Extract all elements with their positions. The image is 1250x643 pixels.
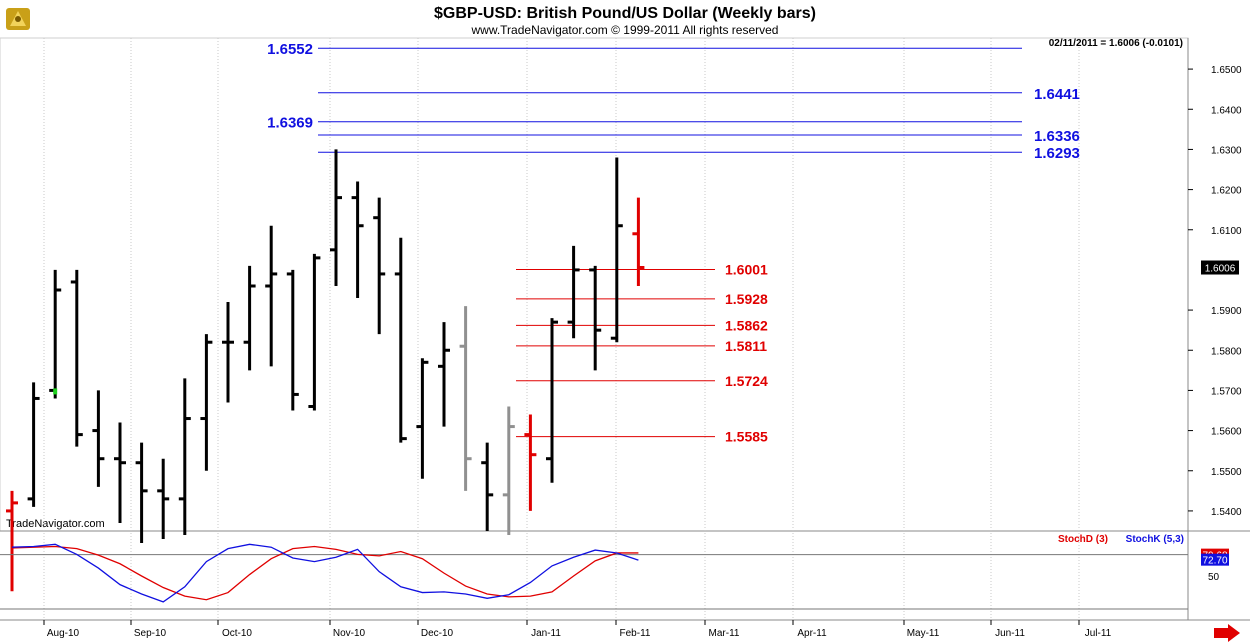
ohlc-bar [157,458,170,540]
y-tick-label: 1.6200 [1211,186,1242,197]
scroll-right-arrow-icon[interactable] [1214,624,1240,642]
ohlc-bar [351,181,364,299]
ohlc-bar [502,406,515,536]
ohlc-bar [308,253,321,411]
ohlc-bar [200,334,213,471]
signal-marker [53,388,58,395]
stochastic-panel: 5079.6872.70 [0,543,1229,610]
stoch-tick-label: 50 [1208,572,1220,583]
ohlc-bar [459,306,472,491]
last-price-label: 1.6006 [1205,264,1236,275]
x-tick-label: May-11 [907,628,940,639]
stochk-line [11,543,639,603]
ohlc-bar [610,157,623,343]
ohlc-bar [27,382,40,507]
y-tick-label: 1.5700 [1211,386,1242,397]
stochd-legend: StochD (3) [1058,534,1108,545]
copyright-text: www.TradeNavigator.com © 1999-2011 All r… [471,23,779,37]
stoch-value-tag [1201,553,1229,566]
y-tick-label: 1.6500 [1211,65,1242,76]
y-tick-label: 1.5400 [1211,507,1242,518]
x-tick-label: Jun-11 [995,628,1025,639]
resistance-label: 1.6369 [267,115,313,132]
y-tick-label: 1.5900 [1211,306,1242,317]
x-tick-label: Dec-10 [421,628,454,639]
price-bars [6,149,645,592]
ohlc-bar [524,414,537,511]
ohlc-bar [286,269,299,411]
ohlc-bar [567,245,580,339]
x-tick-label: Apr-11 [797,628,827,639]
last-quote: 02/11/2011 = 1.6006 (-0.0101) [1049,38,1183,49]
resistance-label: 1.6441 [1034,86,1080,103]
ohlc-bar [92,390,105,487]
x-tick-label: Mar-11 [709,628,740,639]
x-tick-label: Jan-11 [531,628,561,639]
ohlc-bar [135,442,148,544]
y-tick-label: 1.6100 [1211,226,1242,237]
time-axis: Aug-10 Sep-10 Oct-10 Nov-10 Dec-10 Jan-11 Feb-… [43,620,1112,639]
last-price-tag: 1.6006 [1201,260,1239,275]
ohlc-bar [70,269,83,447]
resistance-label: 1.6336 [1034,128,1080,145]
y-tick-label: 1.6300 [1211,145,1242,156]
support-label: 1.5811 [725,338,767,354]
x-tick-label: Aug-10 [47,628,80,639]
y-tick-label: 1.5800 [1211,346,1242,357]
stochk-legend: StochK (5,3) [1126,534,1184,545]
resistance-label: 1.6552 [267,41,313,58]
resistance-label: 1.6293 [1034,145,1080,162]
y-tick-label: 1.5600 [1211,427,1242,438]
ohlc-bar [243,265,256,371]
support-label: 1.5928 [725,291,768,307]
ohlc-bar [49,269,62,399]
ohlc-bar [178,378,191,536]
ohlc-bar [394,237,407,443]
ohlc-bar [6,490,18,592]
ohlc-bar [481,442,494,531]
x-tick-label: Jul-11 [1085,628,1112,639]
y-tick-label: 1.6400 [1211,105,1242,116]
x-tick-label: Sep-10 [134,628,167,639]
ohlc-bar [416,358,429,479]
x-tick-label: Feb-11 [620,628,651,639]
ohlc-bar [546,318,558,483]
trade-navigator-logo-icon [6,8,30,30]
ohlc-bar [632,197,645,286]
y-tick-label: 1.5500 [1211,467,1242,478]
watermark-text: TradeNavigator.com [6,518,105,530]
price-axis: 1.6500 1.6400 1.6300 1.6200 1.6100 1.5900 1.58… [1188,65,1242,518]
ohlc-bar [330,149,342,286]
support-label: 1.5585 [725,429,768,445]
ohlc-bar [114,422,126,523]
ohlc-bar [222,302,234,403]
stochd-line [11,545,639,601]
x-tick-label: Oct-10 [222,628,252,639]
support-label: 1.6001 [725,262,768,278]
chart-title: $GBP-USD: British Pound/US Dollar (Weekl… [434,5,816,22]
support-label: 1.5724 [725,373,768,389]
ohlc-bar [265,225,278,367]
ohlc-bar [589,265,602,371]
ohlc-bar [438,322,450,427]
support-label: 1.5862 [725,317,768,333]
grid-lines [43,38,1080,620]
stoch-value-label: 72.70 [1202,556,1227,567]
ohlc-bar [373,197,386,335]
x-tick-label: Nov-10 [333,628,366,639]
